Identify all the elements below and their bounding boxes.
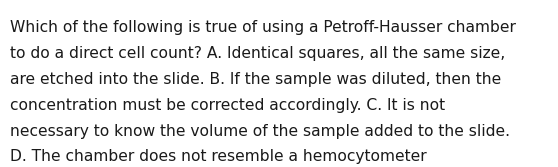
- Text: Which of the following is true of using a Petroff-Hausser chamber: Which of the following is true of using …: [10, 20, 516, 35]
- Text: to do a direct cell count? A. Identical squares, all the same size,: to do a direct cell count? A. Identical …: [10, 46, 506, 61]
- Text: D. The chamber does not resemble a hemocytometer: D. The chamber does not resemble a hemoc…: [10, 149, 427, 164]
- Text: necessary to know the volume of the sample added to the slide.: necessary to know the volume of the samp…: [10, 124, 510, 139]
- Text: are etched into the slide. B. If the sample was diluted, then the: are etched into the slide. B. If the sam…: [10, 72, 501, 87]
- Text: concentration must be corrected accordingly. C. It is not: concentration must be corrected accordin…: [10, 98, 445, 113]
